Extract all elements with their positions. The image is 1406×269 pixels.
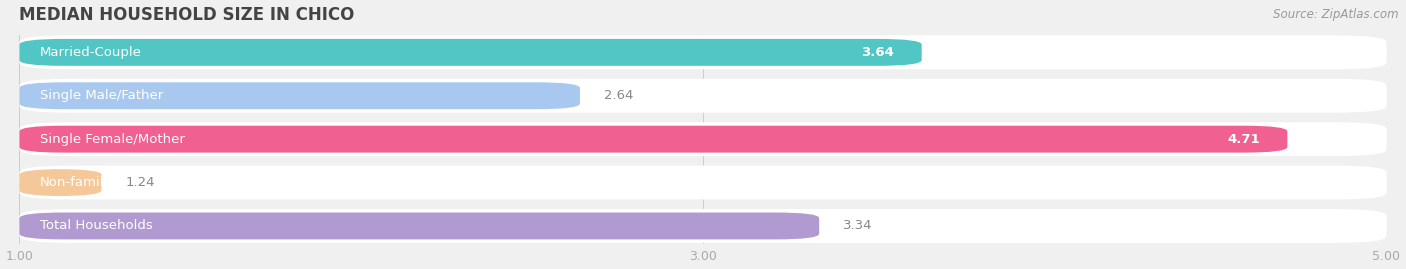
- FancyBboxPatch shape: [20, 169, 101, 196]
- FancyBboxPatch shape: [20, 82, 579, 109]
- Text: Total Households: Total Households: [39, 220, 153, 232]
- Text: MEDIAN HOUSEHOLD SIZE IN CHICO: MEDIAN HOUSEHOLD SIZE IN CHICO: [20, 6, 354, 24]
- Text: 4.71: 4.71: [1227, 133, 1260, 146]
- Text: 3.34: 3.34: [844, 220, 873, 232]
- FancyBboxPatch shape: [20, 122, 1386, 156]
- FancyBboxPatch shape: [20, 39, 922, 66]
- Text: 2.64: 2.64: [603, 89, 633, 102]
- FancyBboxPatch shape: [20, 209, 1386, 243]
- FancyBboxPatch shape: [20, 166, 1386, 200]
- Text: 3.64: 3.64: [862, 46, 894, 59]
- FancyBboxPatch shape: [20, 126, 1288, 153]
- Text: 1.24: 1.24: [125, 176, 155, 189]
- Text: Single Male/Father: Single Male/Father: [39, 89, 163, 102]
- FancyBboxPatch shape: [20, 79, 1386, 113]
- Text: Source: ZipAtlas.com: Source: ZipAtlas.com: [1274, 8, 1399, 21]
- Text: Non-family: Non-family: [39, 176, 112, 189]
- FancyBboxPatch shape: [20, 213, 820, 239]
- Text: Single Female/Mother: Single Female/Mother: [39, 133, 184, 146]
- FancyBboxPatch shape: [20, 36, 1386, 69]
- Text: Married-Couple: Married-Couple: [39, 46, 142, 59]
